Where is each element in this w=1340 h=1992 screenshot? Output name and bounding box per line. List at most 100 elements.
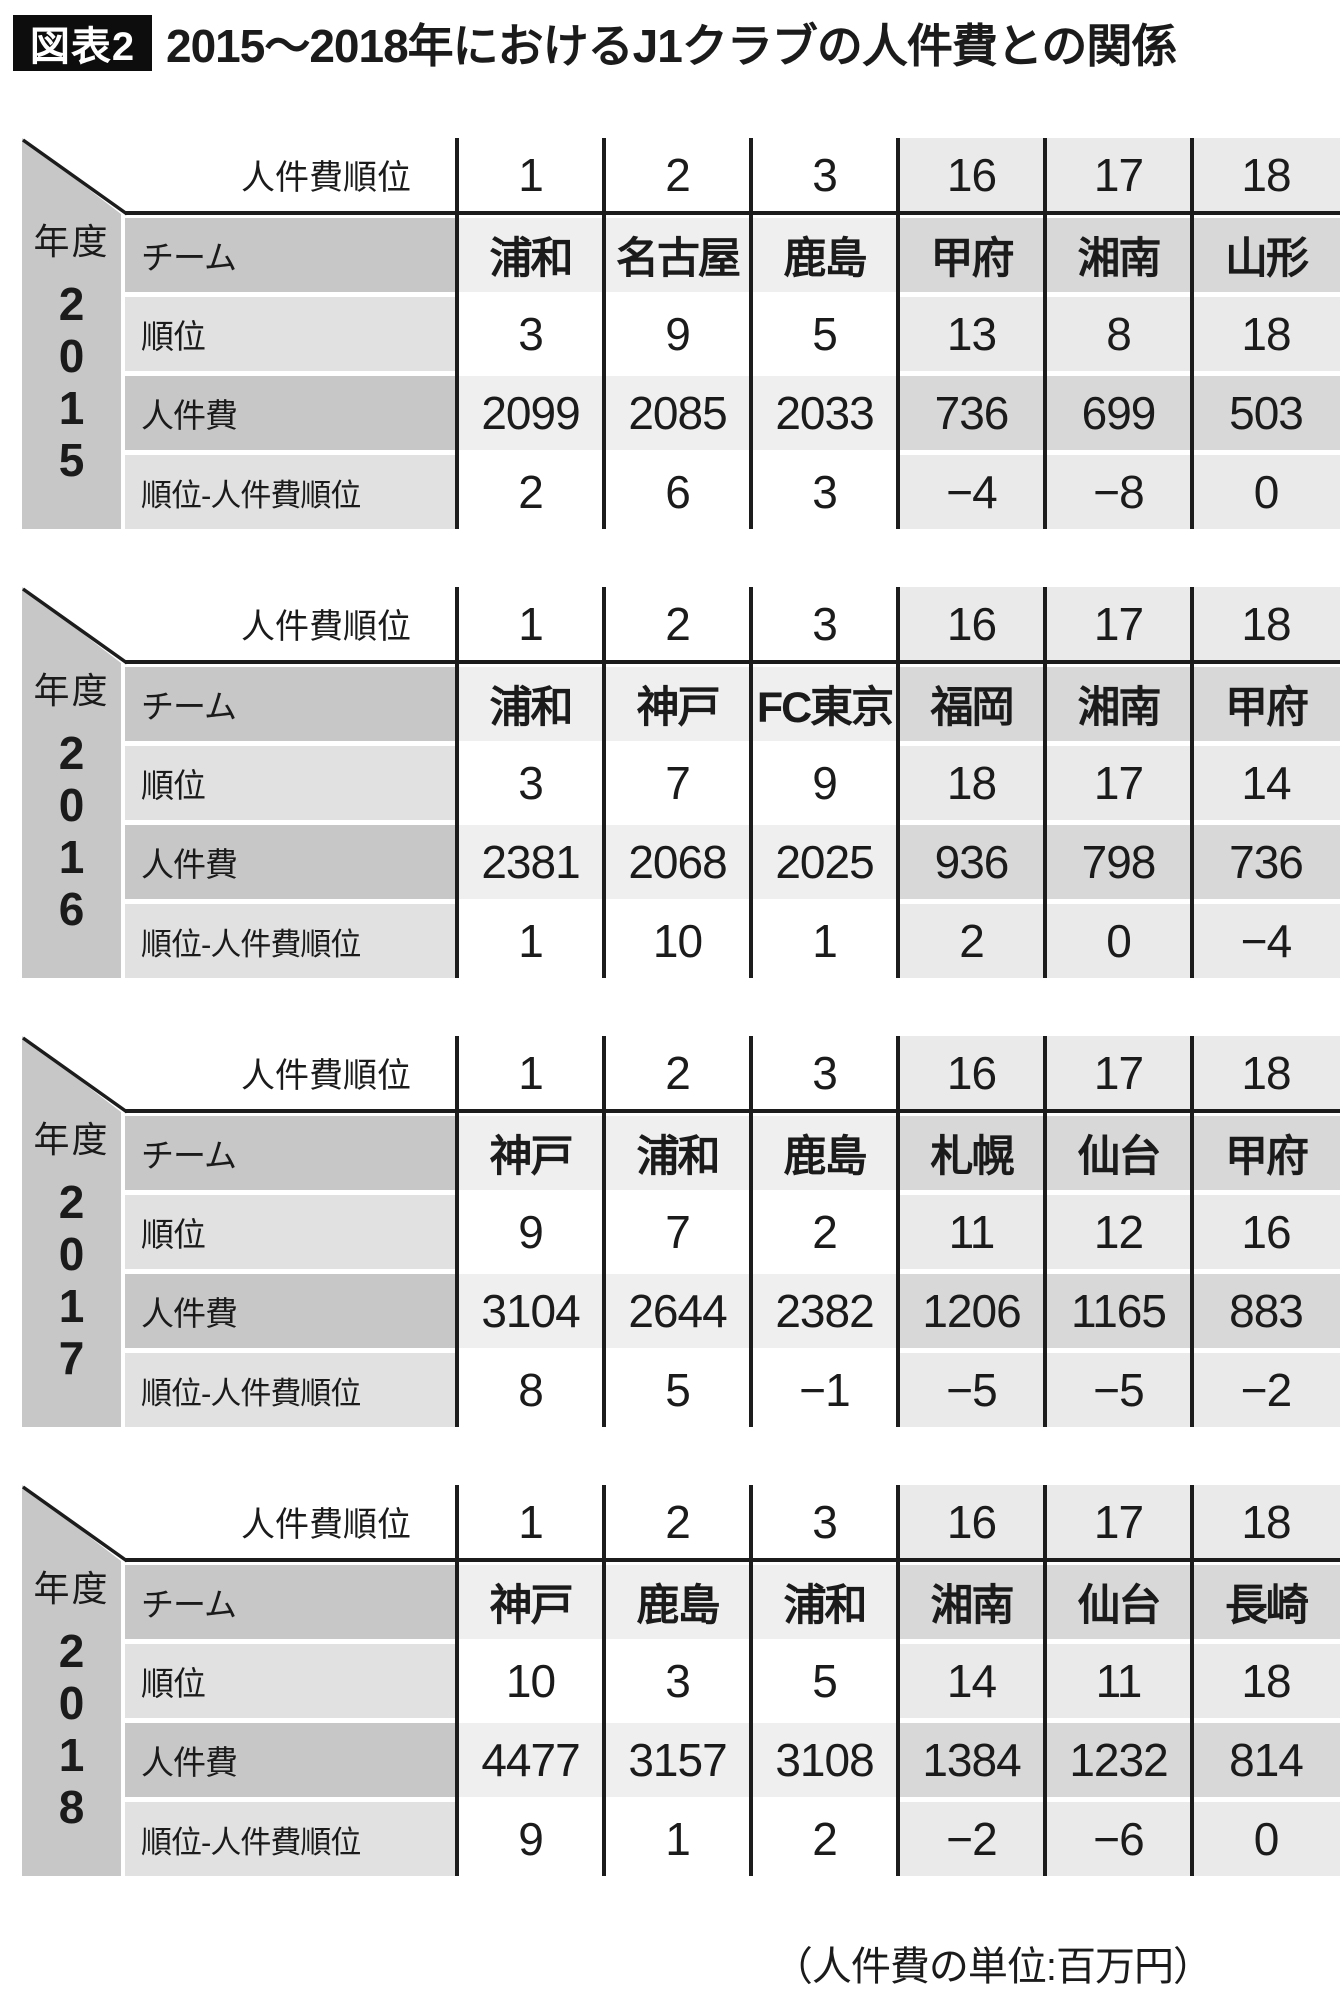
diff-cell: −8 [1045,455,1192,529]
cost-cell: 798 [1045,825,1192,899]
cost-cell: 883 [1192,1274,1340,1348]
team-cell: 湘南 [898,1565,1045,1639]
header-divider-line [125,660,1340,664]
table-grid: 人件費順位 1 2 3 16 17 18 チーム 神戸 浦和 鹿島 札幌 仙台 … [125,1036,1340,1427]
cost-cell: 1206 [898,1274,1045,1348]
team-cell: 湘南 [1045,218,1192,292]
figure-title: 2015〜2018年におけるJ1クラブの人件費との関係 [166,20,1177,72]
cost-cell: 2068 [604,825,751,899]
cost-rank-header-cell: 18 [1192,1036,1340,1109]
cost-cell: 736 [1192,825,1340,899]
row-label-rank: 順位 [125,746,457,820]
column-line [1190,1036,1194,1427]
cost-cell: 936 [898,825,1045,899]
table-grid: 人件費順位 1 2 3 16 17 18 チーム 浦和 名古屋 鹿島 甲府 湘南… [125,138,1340,529]
cost-rank-header-cell: 18 [1192,1485,1340,1558]
rank-cell: 3 [665,1655,691,1707]
team-cell: 鹿島 [751,218,898,292]
team-cell: 仙台 [1045,1116,1192,1190]
cost-cell: 2382 [751,1274,898,1348]
diff-cell: −5 [898,1353,1045,1427]
figure-title-bar: 図表2 2015〜2018年におけるJ1クラブの人件費との関係 [13,14,1340,72]
cost-cell: 2381 [457,825,604,899]
cost-cell: 1232 [1045,1723,1192,1797]
cost-rank-header-cell: 3 [812,597,838,650]
diff-cell: −4 [898,455,1045,529]
year-digit: 8 [58,1781,85,1833]
corner-year-label: 年度 [33,1119,110,1160]
column-line [749,138,753,529]
team-cell: 札幌 [898,1116,1045,1190]
diff-cell: −2 [898,1802,1045,1876]
year-digit: 1 [58,831,85,883]
cost-cell: 2085 [604,376,751,450]
cost-rank-header-label: 人件費順位 [241,608,411,646]
row-label-team: チーム [125,1565,457,1639]
team-cell: 名古屋 [604,218,751,292]
diff-cell: 3 [812,466,838,518]
column-line [455,1036,459,1427]
year-digit: 1 [58,382,85,434]
rank-cell: 7 [665,757,691,809]
diff-cell: 1 [812,915,838,967]
cost-rank-header-cell: 2 [665,148,691,201]
corner-year-label: 年度 [33,221,110,262]
team-cell: 浦和 [457,667,604,741]
cost-rank-header-label: 人件費順位 [241,159,411,197]
cost-rank-header-cell: 18 [1192,138,1340,211]
cost-cell: 3157 [604,1723,751,1797]
column-line [896,138,900,529]
year-digit: 2 [58,278,85,330]
team-cell: 福岡 [898,667,1045,741]
cost-cell: 1384 [898,1723,1045,1797]
rank-cell: 5 [812,1655,838,1707]
diff-cell: 0 [1045,904,1192,978]
cost-rank-header-label: 人件費順位 [241,1057,411,1095]
row-label-cost: 人件費 [125,1274,457,1348]
cost-rank-header-cell: 17 [1045,1036,1192,1109]
row-label-cost: 人件費 [125,376,457,450]
cost-rank-header-cell: 1 [518,597,544,650]
team-cell: 神戸 [604,667,751,741]
team-cell: 長崎 [1192,1565,1340,1639]
row-label-rank-minus-cost-rank: 順位-人件費順位 [125,904,457,978]
team-cell: 鹿島 [604,1565,751,1639]
diff-cell: −6 [1045,1802,1192,1876]
diff-cell: 2 [518,466,544,518]
cost-rank-header-cell: 3 [812,1046,838,1099]
cost-rank-header-cell: 1 [518,1495,544,1548]
diff-cell: 9 [518,1813,544,1865]
cost-rank-header-cell: 16 [898,138,1045,211]
cost-rank-header-cell: 18 [1192,587,1340,660]
cost-rank-header-cell: 16 [898,587,1045,660]
rank-cell: 18 [1192,1644,1340,1718]
cost-rank-header-cell: 3 [812,148,838,201]
rank-cell: 16 [1192,1195,1340,1269]
column-line [1190,138,1194,529]
row-label-rank-minus-cost-rank: 順位-人件費順位 [125,1353,457,1427]
year-digit: 5 [58,434,85,486]
cost-rank-header-cell: 3 [812,1495,838,1548]
rank-cell: 3 [518,308,544,360]
cost-rank-header-cell: 1 [518,1046,544,1099]
column-line [749,587,753,978]
rank-cell: 9 [518,1206,544,1258]
rank-cell: 14 [1192,746,1340,820]
diff-cell: 1 [665,1813,691,1865]
team-cell: 甲府 [898,218,1045,292]
rank-cell: 18 [1192,297,1340,371]
rank-cell: 7 [665,1206,691,1258]
team-cell: 鹿島 [751,1116,898,1190]
year-digit: 0 [58,1228,85,1280]
rank-cell: 17 [1045,746,1192,820]
team-cell: 神戸 [457,1565,604,1639]
cost-cell: 2644 [604,1274,751,1348]
year-digit: 6 [58,883,85,935]
